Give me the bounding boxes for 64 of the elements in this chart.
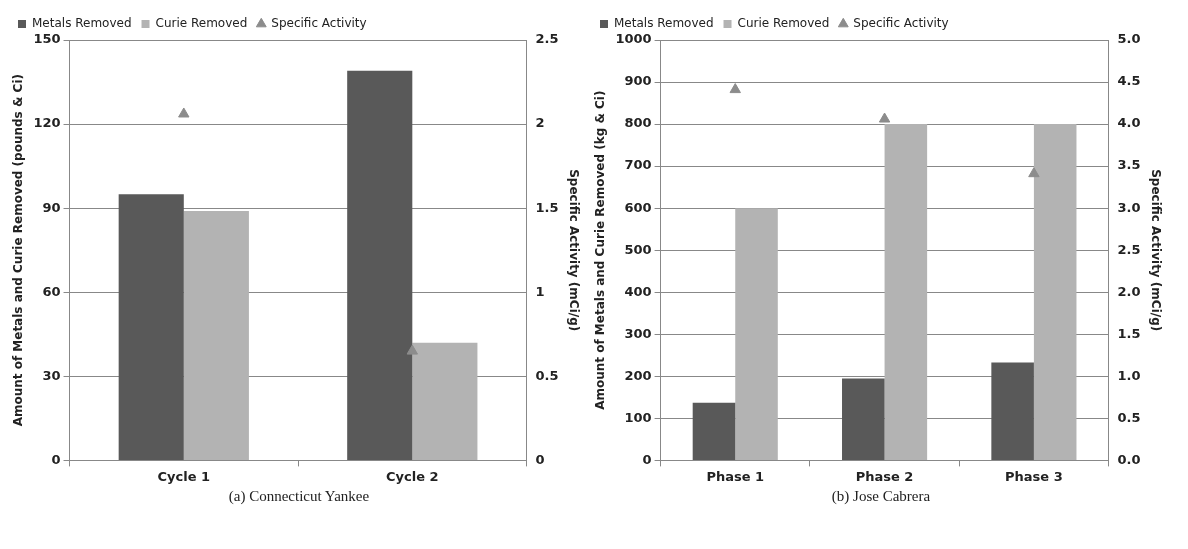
y-tick-label: 900 xyxy=(624,73,652,89)
bar xyxy=(884,124,928,460)
y-tick-label: 100 xyxy=(624,409,652,425)
x-tick-label: Phase 3 xyxy=(1005,468,1063,484)
y2-tick-label: 0.5 xyxy=(535,367,559,383)
y-axis-title: Amount of Metals and Curie Removed (pounds & Ci) xyxy=(11,74,26,427)
y-tick-label: 60 xyxy=(42,283,61,299)
bar xyxy=(347,70,413,460)
y-tick-label: 0 xyxy=(642,451,652,467)
y-tick-label: 700 xyxy=(624,157,652,173)
text: (a) Connecticut Yankee xyxy=(227,488,371,505)
y-tick-label: 150 xyxy=(33,31,61,47)
y2-tick-label: 2.5 xyxy=(1117,241,1141,257)
bar xyxy=(692,402,736,460)
y-tick-label: 400 xyxy=(624,283,652,299)
bar xyxy=(118,194,184,460)
legend-label: Specific Activity xyxy=(271,16,367,31)
y2-tick-label: 2 xyxy=(535,115,545,131)
bar xyxy=(412,342,478,460)
legend-label: Specific Activity xyxy=(853,16,949,31)
x-tick-label: Phase 2 xyxy=(855,468,914,484)
x-tick-label: Cycle 2 xyxy=(386,468,439,484)
y2-tick-label: 1.5 xyxy=(535,199,559,215)
legend-label: Curie Removed xyxy=(737,16,830,31)
y2-tick-label: 5.0 xyxy=(1117,31,1141,47)
y-tick-label: 30 xyxy=(42,367,61,383)
y2-tick-label: 3.5 xyxy=(1117,157,1141,173)
y2-axis-title: Specific Activity (mCi/g) xyxy=(566,169,581,332)
y-tick-label: 500 xyxy=(624,241,652,257)
point xyxy=(729,83,741,94)
legend-label: Metals Removed xyxy=(614,16,714,31)
y2-tick-label: 2.5 xyxy=(535,31,559,47)
legend-label: Metals Removed xyxy=(32,16,132,31)
y-tick-label: 0 xyxy=(51,451,61,467)
y2-tick-label: 4.0 xyxy=(1117,115,1141,131)
y2-tick-label: 2.0 xyxy=(1117,283,1141,299)
bar xyxy=(735,208,778,460)
y2-tick-label: 1.0 xyxy=(1117,367,1141,383)
y2-tick-label: 4.5 xyxy=(1117,73,1141,89)
y2-tick-label: 1 xyxy=(535,283,545,299)
point xyxy=(878,112,891,123)
legend-label: Curie Removed xyxy=(155,16,248,31)
bar xyxy=(842,378,885,460)
y-tick-label: 800 xyxy=(624,115,652,131)
y-tick-label: 90 xyxy=(42,199,61,215)
bar xyxy=(991,362,1034,460)
point xyxy=(1028,167,1040,178)
x-tick-label: Phase 1 xyxy=(706,468,765,484)
y-tick-label: 1000 xyxy=(615,31,652,47)
y-tick-label: 120 xyxy=(33,115,61,131)
bar xyxy=(183,210,249,460)
y-axis-title: Amount of Metals and Curie Removed (kg & Ci) xyxy=(593,90,608,410)
y-tick-label: 600 xyxy=(624,199,652,215)
bar xyxy=(1033,124,1077,460)
x-tick-label: Cycle 1 xyxy=(157,468,211,484)
y2-axis-title: Specific Activity (mCi/g) xyxy=(1148,169,1163,332)
text: (b) Jose Cabrera xyxy=(830,488,932,505)
y2-tick-label: 1.5 xyxy=(1117,325,1141,341)
y2-tick-label: 0.5 xyxy=(1117,409,1141,425)
y-tick-label: 300 xyxy=(624,325,652,341)
y-tick-label: 200 xyxy=(624,367,652,383)
y2-tick-label: 0.0 xyxy=(1117,451,1141,467)
y2-tick-label: 3.0 xyxy=(1117,199,1141,215)
y2-tick-label: 0 xyxy=(535,451,545,467)
